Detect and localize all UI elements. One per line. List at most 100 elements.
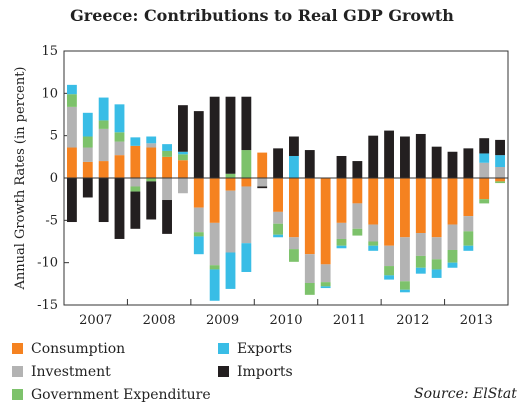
bar-segment-consumption	[162, 156, 172, 178]
bar-segment-government-expenditure	[114, 132, 125, 142]
bar-segment-exports	[479, 153, 490, 163]
bar-segment-government-expenditure	[273, 223, 283, 235]
legend-item-exports: Exports	[218, 341, 292, 357]
bar-segment-imports	[82, 178, 93, 198]
bar-segment-investment	[336, 222, 347, 239]
bar-segment-exports	[82, 112, 93, 137]
x-tick-label: 2009	[206, 313, 239, 328]
bar-segment-investment	[98, 128, 109, 162]
x-tick-label: 2012	[396, 313, 429, 328]
bar-segment-consumption	[289, 178, 299, 238]
bar-segment-imports	[67, 178, 77, 223]
bar-segment-exports	[193, 236, 204, 255]
bar-segment-government-expenditure	[98, 120, 109, 129]
bar-segment-government-expenditure	[384, 266, 394, 276]
bar-segment-government-expenditure	[320, 282, 331, 287]
bar-segment-exports	[225, 252, 236, 289]
bar-segment-consumption	[431, 178, 442, 238]
bar-segment-exports	[98, 97, 109, 121]
bar-segment-investment	[257, 178, 268, 187]
source-note: Source: ElStat	[414, 386, 517, 402]
bar-segment-consumption	[209, 178, 220, 223]
y-axis-label: Annual Growth Rates (in percent)	[13, 67, 28, 291]
bar-segment-government-expenditure	[130, 186, 141, 192]
bar-segment-consumption	[82, 161, 93, 178]
bar-segment-imports	[384, 130, 394, 178]
bar-segment-consumption	[415, 178, 426, 234]
bar-segment-consumption	[114, 155, 125, 178]
bar-segment-consumption	[352, 178, 363, 204]
bar-segment-consumption	[130, 145, 141, 178]
chart-title: Greece: Contributions to Real GDP Growth	[70, 6, 454, 25]
bar-segment-investment	[289, 237, 299, 250]
bar-segment-investment	[463, 216, 474, 232]
bar-segment-exports	[241, 243, 252, 272]
bar-segment-exports	[320, 286, 331, 289]
bar-segment-consumption	[479, 178, 490, 200]
bar-segment-imports	[368, 135, 379, 178]
bar-segment-exports	[463, 245, 474, 251]
bar-segment-investment	[447, 224, 458, 250]
legend-item-imports: Imports	[218, 364, 293, 380]
bar-segment-imports	[162, 200, 172, 234]
y-tick-label: -5	[45, 213, 58, 228]
legend-label-imports: Imports	[237, 364, 293, 380]
bar-segment-imports	[336, 155, 347, 178]
bar-segment-exports	[431, 269, 442, 278]
bar-segment-consumption	[495, 178, 505, 182]
bar-segment-investment	[479, 162, 490, 178]
x-tick-label: 2008	[143, 313, 176, 328]
bar-segment-consumption	[447, 178, 458, 225]
bar-segment-consumption	[257, 152, 268, 178]
bar-segment-investment	[162, 178, 172, 201]
bar-segment-imports	[352, 161, 363, 178]
bar-segment-exports	[130, 137, 141, 146]
bar-segment-consumption	[98, 161, 109, 178]
bar-segment-exports	[415, 267, 426, 274]
bar-segment-investment	[225, 190, 236, 253]
legend-label-consumption: Consumption	[31, 341, 126, 357]
bar-segment-imports	[431, 146, 442, 178]
x-tick-label: 2010	[269, 313, 302, 328]
bar-segment-investment	[82, 147, 93, 162]
bar-segment-investment	[431, 237, 442, 260]
bar-segment-government-expenditure	[289, 249, 299, 262]
bar-segment-imports	[241, 96, 252, 151]
legend-swatch-imports	[218, 366, 229, 377]
bar-segment-consumption	[336, 178, 347, 223]
y-tick-label: 0	[50, 171, 58, 186]
bar-segment-investment	[114, 141, 125, 156]
bar-segment-investment	[415, 233, 426, 256]
bar-segment-exports	[495, 155, 505, 167]
bar-segment-investment	[352, 203, 363, 229]
bar-segment-investment	[130, 178, 141, 187]
x-tick-label: 2013	[460, 313, 493, 328]
legend-swatch-government-expenditure	[12, 389, 23, 400]
y-tick-label: -15	[37, 298, 58, 313]
bar-segment-government-expenditure	[479, 199, 490, 204]
bar-segment-exports	[67, 84, 77, 95]
bar-segment-consumption	[368, 178, 379, 225]
bar-segment-exports	[447, 262, 458, 268]
bar-segment-investment	[304, 254, 315, 283]
bar-segment-exports	[146, 136, 157, 144]
bar-segment-government-expenditure	[67, 94, 77, 107]
bar-segment-government-expenditure	[241, 150, 252, 178]
bar-segment-imports	[98, 178, 109, 223]
bar-segment-imports	[415, 133, 426, 178]
bar-segment-imports	[209, 96, 220, 178]
bar-segment-exports	[289, 155, 299, 178]
bar-segment-imports	[479, 138, 490, 154]
bar-segment-government-expenditure	[225, 173, 236, 178]
bar-segment-investment	[209, 222, 220, 266]
bar-segment-exports	[336, 245, 347, 249]
bar-segment-investment	[368, 224, 379, 242]
bar-segment-investment	[193, 207, 204, 233]
bar-segment-consumption	[400, 178, 410, 238]
bar-segment-imports	[447, 151, 458, 178]
bar-segment-investment	[241, 186, 252, 244]
bar-segment-imports	[114, 178, 125, 239]
bar-segment-exports	[209, 269, 220, 301]
bar-segment-government-expenditure	[352, 228, 363, 236]
